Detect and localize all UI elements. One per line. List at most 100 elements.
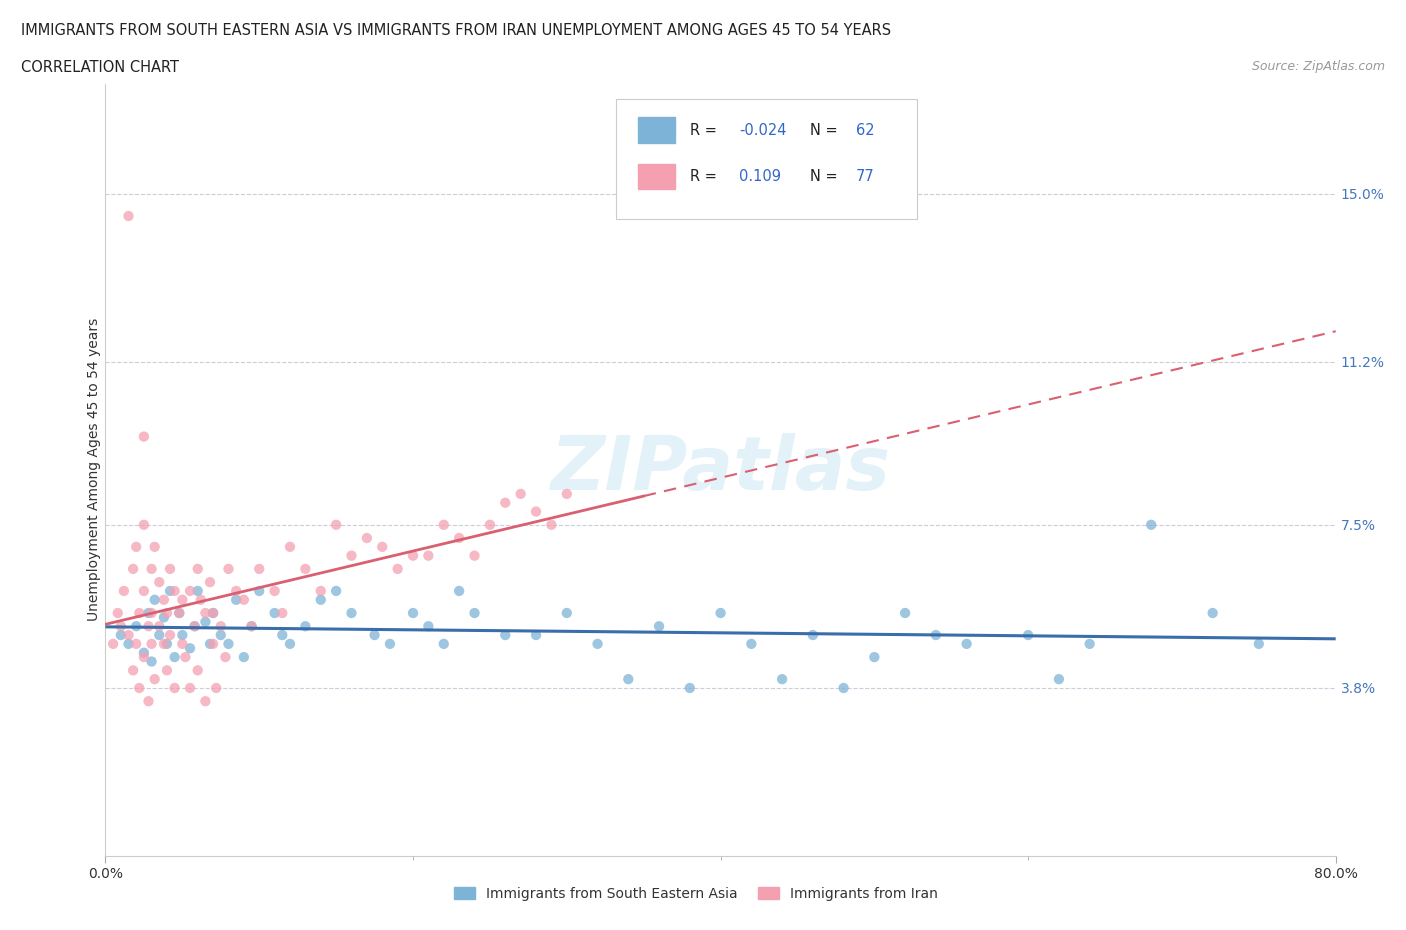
- Point: [187, 562, 209, 577]
- Point: [194, 615, 217, 630]
- Point: [371, 539, 394, 554]
- Point: [169, 605, 191, 620]
- Point: [679, 681, 702, 696]
- Point: [179, 681, 201, 696]
- Point: [125, 636, 148, 651]
- Point: [340, 605, 363, 620]
- Point: [832, 681, 855, 696]
- Point: [153, 610, 176, 625]
- Point: [340, 548, 363, 563]
- Point: [128, 681, 150, 696]
- Point: [202, 605, 225, 620]
- Point: [187, 583, 209, 598]
- Point: [418, 548, 440, 563]
- Point: [172, 592, 194, 607]
- Point: [110, 628, 132, 643]
- Point: [271, 628, 294, 643]
- Point: [138, 618, 160, 633]
- Point: [183, 618, 205, 633]
- Bar: [638, 117, 675, 142]
- Point: [112, 583, 135, 598]
- Point: [247, 562, 270, 577]
- Point: [148, 575, 170, 590]
- Point: [378, 636, 401, 651]
- Point: [740, 636, 762, 651]
- Text: -0.024: -0.024: [740, 123, 786, 138]
- Point: [148, 628, 170, 643]
- Text: 77: 77: [856, 169, 875, 184]
- Point: [271, 605, 294, 620]
- Point: [478, 517, 501, 532]
- Point: [163, 650, 186, 665]
- Point: [524, 504, 547, 519]
- Legend: Immigrants from South Eastern Asia, Immigrants from Iran: Immigrants from South Eastern Asia, Immi…: [449, 882, 943, 907]
- Point: [387, 562, 409, 577]
- Point: [187, 663, 209, 678]
- Point: [202, 636, 225, 651]
- Point: [247, 583, 270, 598]
- Point: [148, 618, 170, 633]
- Point: [122, 562, 145, 577]
- Point: [132, 645, 155, 660]
- Point: [125, 618, 148, 633]
- Text: ZIPatlas: ZIPatlas: [551, 433, 890, 506]
- Point: [209, 618, 232, 633]
- Point: [464, 548, 486, 563]
- Point: [183, 618, 205, 633]
- Point: [494, 496, 516, 511]
- Point: [172, 628, 194, 643]
- Point: [198, 575, 221, 590]
- FancyBboxPatch shape: [616, 100, 917, 219]
- Point: [174, 650, 197, 665]
- Point: [1247, 636, 1270, 651]
- Point: [278, 636, 301, 651]
- Point: [648, 618, 671, 633]
- Point: [1078, 636, 1101, 651]
- Point: [586, 636, 609, 651]
- Text: 0.109: 0.109: [740, 169, 780, 184]
- Text: Source: ZipAtlas.com: Source: ZipAtlas.com: [1251, 60, 1385, 73]
- Point: [209, 628, 232, 643]
- Point: [107, 605, 129, 620]
- Point: [956, 636, 979, 651]
- Point: [156, 636, 179, 651]
- Point: [202, 605, 225, 620]
- Point: [418, 618, 440, 633]
- Point: [159, 628, 181, 643]
- Point: [433, 517, 456, 532]
- Point: [449, 531, 471, 546]
- Point: [225, 583, 247, 598]
- Point: [128, 605, 150, 620]
- Point: [205, 681, 228, 696]
- Point: [159, 583, 181, 598]
- Point: [141, 562, 163, 577]
- Point: [214, 650, 236, 665]
- Point: [138, 694, 160, 709]
- Point: [309, 592, 332, 607]
- Point: [232, 592, 254, 607]
- Point: [617, 671, 640, 686]
- Point: [894, 605, 917, 620]
- Point: [169, 605, 191, 620]
- Point: [132, 429, 155, 444]
- Point: [125, 539, 148, 554]
- Point: [132, 517, 155, 532]
- Point: [101, 636, 124, 651]
- Point: [225, 592, 247, 607]
- Point: [294, 562, 316, 577]
- Point: [163, 583, 186, 598]
- Point: [356, 531, 378, 546]
- Text: 62: 62: [856, 123, 875, 138]
- Point: [449, 583, 471, 598]
- Point: [232, 650, 254, 665]
- Text: R =: R =: [690, 169, 725, 184]
- Point: [117, 208, 139, 223]
- Point: [540, 517, 562, 532]
- Point: [153, 636, 176, 651]
- Point: [1017, 628, 1039, 643]
- Point: [1140, 517, 1163, 532]
- Point: [153, 592, 176, 607]
- Point: [240, 618, 263, 633]
- Point: [325, 583, 347, 598]
- Point: [524, 628, 547, 643]
